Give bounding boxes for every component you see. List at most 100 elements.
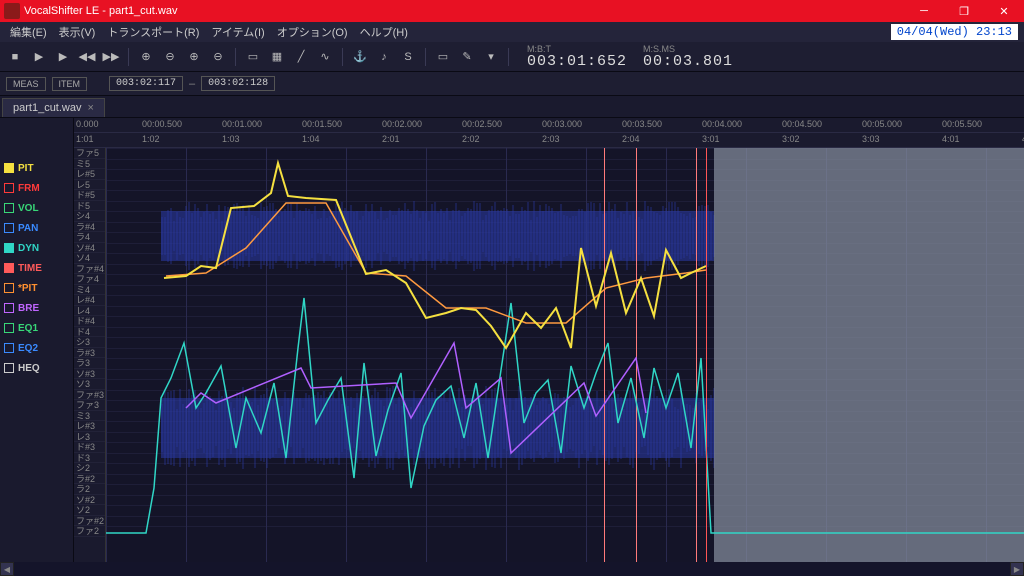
ruler-tick: 00:01.500 [302,119,342,129]
ruler-tick: 2:04 [622,134,640,144]
window-title: VocalShifter LE - part1_cut.wav [24,5,904,17]
menu-item[interactable]: アイテム(I) [205,22,270,42]
range-start[interactable]: 003:02:117 [109,76,183,91]
param-*pit[interactable]: *PIT [0,278,73,298]
param-label: EQ1 [18,323,38,334]
param-box-icon [4,303,14,313]
param-label: TIME [18,263,42,274]
param-pit[interactable]: PIT [0,158,73,178]
param-label: PIT [18,163,34,174]
note-label: ファ2 [74,526,105,537]
minimize-button[interactable]: ─ [904,0,944,22]
stop-button[interactable]: ■ [6,48,24,66]
play-button[interactable]: ▶ [30,48,48,66]
zoom-vout-icon[interactable]: ⊖ [209,48,227,66]
param-eq1[interactable]: EQ1 [0,318,73,338]
menu-item[interactable]: オプション(O) [271,22,354,42]
note-label: ラ4 [74,232,105,243]
param-label: VOL [18,203,39,214]
s-icon[interactable]: S [399,48,417,66]
anchor-icon[interactable]: ⚓ [351,48,369,66]
note-label: レ#4 [74,295,105,306]
note-label: ド3 [74,453,105,464]
note-label: ソ3 [74,379,105,390]
line-tool-icon[interactable]: ╱ [292,48,310,66]
meas-button[interactable]: MEAS [6,77,46,91]
note-label: ソ4 [74,253,105,264]
pitch-chart[interactable] [106,148,1024,562]
param-label: FRM [18,183,40,194]
param-box-icon [4,263,14,273]
ruler-tick: 2:03 [542,134,560,144]
ruler-tick: 3:02 [782,134,800,144]
param-label: EQ2 [18,343,38,354]
mbt-value: 003:01:652 [527,54,627,69]
playhead[interactable] [706,148,707,562]
scroll-right-icon[interactable]: ▶ [1010,562,1024,576]
ruler-tick: 00:04.500 [782,119,822,129]
pitch-icon[interactable]: ♪ [375,48,393,66]
time-ruler[interactable]: 0.00000:00.50000:01.00000:01.50000:02.00… [74,118,1024,148]
rect-icon[interactable]: ▭ [434,48,452,66]
book-icon[interactable]: ▭ [244,48,262,66]
param-eq2[interactable]: EQ2 [0,338,73,358]
note-label: ド#5 [74,190,105,201]
param-heq[interactable]: HEQ [0,358,73,378]
tab-bar: part1_cut.wav × [0,96,1024,118]
scroll-left-icon[interactable]: ◀ [0,562,14,576]
ruler-tick: 2:01 [382,134,400,144]
note-label: ファ3 [74,400,105,411]
note-label: レ#5 [74,169,105,180]
param-frm[interactable]: FRM [0,178,73,198]
param-label: HEQ [18,363,40,374]
menu-item[interactable]: トランスポート(R) [101,22,205,42]
note-label: ド5 [74,201,105,212]
note-label: ミ5 [74,159,105,170]
param-box-icon [4,163,14,173]
ruler-tick: 4:01 [942,134,960,144]
range-end[interactable]: 003:02:128 [201,76,275,91]
play2-button[interactable]: ▶ [54,48,72,66]
menu-item[interactable]: ヘルプ(H) [354,22,414,42]
param-pan[interactable]: PAN [0,218,73,238]
note-label: ソ#3 [74,369,105,380]
toolbar: ■ ▶ ▶ ◀◀ ▶▶ ⊕ ⊖ ⊕ ⊖ ▭ ▦ ╱ ∿ ⚓ ♪ S ▭ ✎ ▾ … [0,42,1024,72]
param-time[interactable]: TIME [0,258,73,278]
dropdown-icon[interactable]: ▾ [482,48,500,66]
timestamp-overlay: 04/04(Wed) 23:13 [891,24,1018,40]
note-label: レ5 [74,180,105,191]
zoom-out-icon[interactable]: ⊖ [161,48,179,66]
grid-icon[interactable]: ▦ [268,48,286,66]
param-bre[interactable]: BRE [0,298,73,318]
note-label: ド4 [74,327,105,338]
note-label: ソ#4 [74,243,105,254]
menu-item[interactable]: 編集(E) [4,22,53,42]
zoom-in-icon[interactable]: ⊕ [137,48,155,66]
menu-bar: 編集(E)表示(V)トランスポート(R)アイテム(I)オプション(O)ヘルプ(H… [0,22,1024,42]
msms-value: 00:03.801 [643,54,733,69]
note-label: ド#4 [74,316,105,327]
param-box-icon [4,283,14,293]
param-vol[interactable]: VOL [0,198,73,218]
note-label: シ3 [74,337,105,348]
sub-toolbar: MEAS ITEM 003:02:117 – 003:02:128 [0,72,1024,96]
close-button[interactable]: ✕ [984,0,1024,22]
param-dyn[interactable]: DYN [0,238,73,258]
item-button[interactable]: ITEM [52,77,88,91]
param-box-icon [4,203,14,213]
param-box-icon [4,363,14,373]
zoom-vin-icon[interactable]: ⊕ [185,48,203,66]
tab-close-icon[interactable]: × [87,102,93,114]
bottom-scrollbar[interactable]: ◀ ▶ [0,562,1024,576]
note-label: ファ5 [74,148,105,159]
param-label: *PIT [18,283,37,294]
note-label: ファ#4 [74,264,105,275]
rewind-button[interactable]: ◀◀ [78,48,96,66]
curve-tool-icon[interactable]: ∿ [316,48,334,66]
param-box-icon [4,243,14,253]
menu-item[interactable]: 表示(V) [53,22,102,42]
pen-icon[interactable]: ✎ [458,48,476,66]
maximize-button[interactable]: ❐ [944,0,984,22]
file-tab[interactable]: part1_cut.wav × [2,98,105,117]
forward-button[interactable]: ▶▶ [102,48,120,66]
